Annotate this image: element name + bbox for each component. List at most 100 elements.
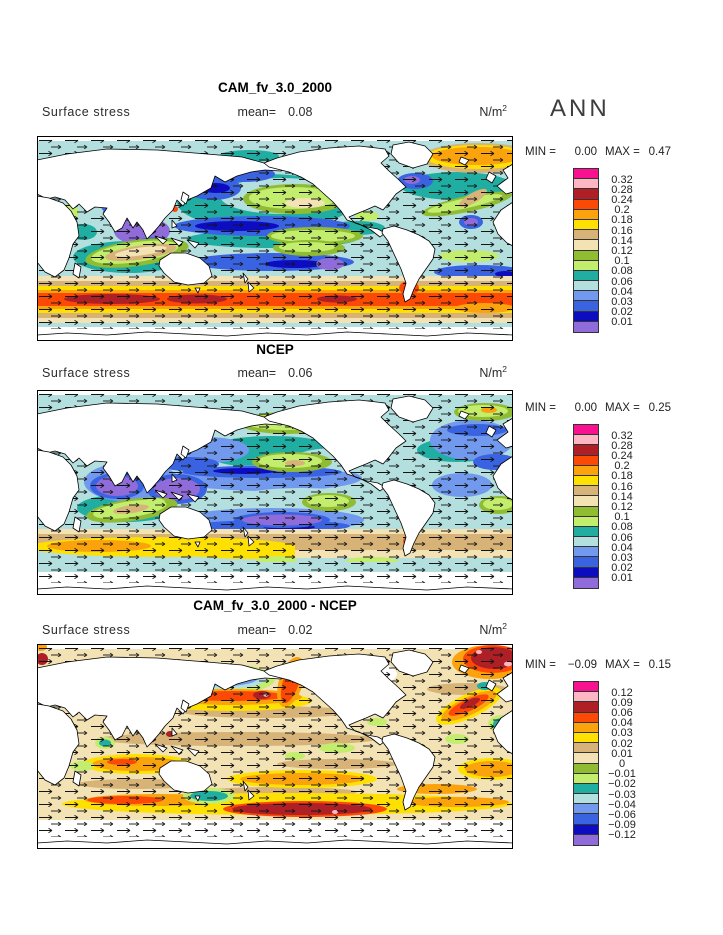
colorbar-tick-label: 0 [618, 758, 626, 770]
colorbar-swatch [574, 281, 598, 292]
colorbar-swatch [574, 783, 598, 795]
variable-label: Surface stress [42, 105, 131, 119]
panel-2-subtitle-row: Surface stress mean= 0.06 N/m2 [37, 364, 513, 382]
minmax-row: MIN = 0.00 MAX = 0.25 [525, 402, 720, 415]
colorbar-tick-label: 0.12 [611, 501, 633, 513]
panel-2-title: NCEP [256, 342, 294, 357]
colorbar-swatch [574, 465, 598, 476]
colorbar-tick-label: 0.1 [614, 255, 630, 268]
colorbar-tick-label: 0.2 [614, 204, 630, 217]
colorbar-tick-label: 0.09 [611, 696, 633, 709]
colorbar-tick-label: 0.1 [614, 511, 630, 524]
colorbar-tick-label: −0.04 [608, 798, 636, 811]
colorbar-diff: MIN = −0.09 MAX = 0.15 0.12 0.09 0.06 0.04 0… [525, 659, 720, 864]
min-value: −0.09 [567, 659, 597, 671]
variable-label: Surface stress [42, 366, 131, 380]
colorbar-tick-label: 0.32 [611, 173, 633, 186]
min-label: MIN = [525, 146, 556, 158]
max-label: MAX = [605, 402, 640, 414]
colorbar-swatch [574, 763, 598, 774]
colorbar-tick-label: −0.02 [608, 778, 636, 791]
colorbar-tick-label: 0.06 [611, 531, 633, 544]
colorbar-swatch [574, 240, 598, 251]
min-label: MIN = [525, 402, 556, 414]
panel-3-title: CAM_fv_3.0_2000 - NCEP [193, 598, 357, 613]
colorbar-tick-label: 0.04 [611, 541, 633, 554]
colorbar-tick-label: 0.01 [611, 316, 633, 329]
map-frame [37, 644, 513, 849]
colorbar-swatch [574, 219, 598, 231]
colorbar-tick-label: 0.04 [611, 285, 633, 298]
colorbar-swatch [574, 732, 598, 744]
map-ncep [37, 390, 513, 595]
min-value: 0.00 [574, 146, 597, 158]
colorbar-bar [573, 424, 599, 589]
map-frame [37, 136, 513, 341]
colorbar-tick-label: 0.02 [611, 737, 633, 750]
colorbar-tick-label: 0.06 [611, 707, 633, 720]
variable-label: Surface stress [42, 623, 131, 637]
colorbar-tick-label: 0.02 [611, 306, 633, 319]
colorbar-swatch [574, 496, 598, 507]
colorbar-swatch [574, 486, 598, 497]
colorbar-tick-label: 0.12 [611, 686, 633, 699]
map-diff [37, 644, 513, 849]
colorbar-swatch [574, 722, 598, 733]
units-label: N/m2 [479, 103, 507, 120]
colorbar-swatch [574, 753, 598, 764]
colorbar-swatch [574, 834, 598, 845]
colorbar-tick-label: 0.03 [611, 295, 633, 308]
colorbar-swatch [574, 547, 598, 558]
colorbar-swatch [574, 291, 598, 302]
colorbar-swatch [574, 260, 598, 271]
season-label: ANN [550, 95, 610, 122]
colorbar-swatch [574, 824, 598, 835]
mean-value: 0.08 [288, 105, 313, 119]
colorbar-tick-label: −0.12 [608, 829, 636, 842]
colorbar-swatch [574, 577, 598, 588]
minmax-row: MIN = 0.00 MAX = 0.47 [525, 146, 720, 159]
mean-group: mean= 0.06 [37, 366, 513, 380]
colorbar-tick-label: 0.06 [611, 275, 633, 288]
minmax-row: MIN = −0.09 MAX = 0.15 [525, 659, 720, 672]
colorbar-tick-label: 0.16 [611, 480, 633, 493]
colorbar-swatch [574, 743, 598, 754]
units-label: N/m2 [479, 364, 507, 381]
max-label: MAX = [605, 146, 640, 158]
max-value: 0.15 [648, 659, 671, 671]
colorbar-tick-label: 0.32 [611, 429, 633, 442]
colorbar-tick-label: 0.2 [614, 460, 630, 473]
panel-1-subtitle-row: Surface stress mean= 0.08 N/m2 [37, 103, 513, 121]
max-label: MAX = [605, 659, 640, 671]
colorbar-tick-label: 0.04 [611, 717, 633, 730]
colorbar-swatch [574, 682, 598, 693]
colorbar-swatch [574, 773, 598, 784]
colorbar-tick-label: 0.18 [611, 214, 633, 227]
panel-1-title: CAM_fv_3.0_2000 [217, 80, 333, 95]
colorbar-swatch [574, 537, 598, 548]
colorbar-swatch [574, 199, 598, 210]
colorbar-tick-label: 0.02 [611, 562, 633, 575]
colorbar-swatch [574, 567, 598, 578]
colorbar-tick-label: 0.24 [611, 450, 633, 463]
max-value: 0.47 [648, 146, 671, 158]
colorbar-tick-label: 0.28 [611, 439, 633, 452]
colorbar-swatch [574, 506, 598, 517]
colorbar-swatch [574, 230, 598, 241]
colorbar-bar [573, 168, 599, 333]
colorbar-swatch [574, 804, 598, 815]
colorbar-tick-label: 0.08 [611, 521, 633, 534]
mean-label: mean= [237, 366, 277, 380]
colorbar-swatch [574, 179, 598, 190]
mean-label: mean= [237, 623, 277, 637]
colorbar-tick-label: 0.08 [611, 265, 633, 278]
colorbar-tick-label: 0.28 [611, 183, 633, 196]
colorbar-swatch [574, 169, 598, 180]
colorbar-swatch [574, 516, 598, 527]
colorbar-swatch [574, 712, 598, 723]
colorbar-swatch [574, 445, 598, 456]
panel-3-subtitle-row: Surface stress mean= 0.02 N/m2 [37, 621, 513, 639]
colorbar-swatch [574, 455, 598, 466]
colorbar-swatch [574, 692, 598, 703]
colorbar-tick-label: 0.03 [611, 551, 633, 564]
